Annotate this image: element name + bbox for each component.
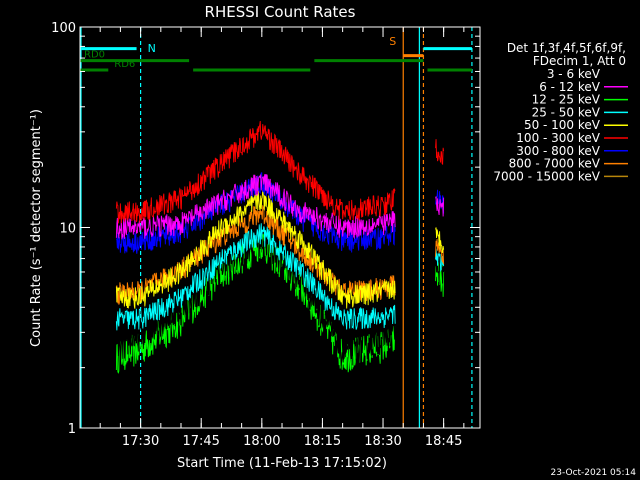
legend: Det 1f,3f,4f,5f,6f,9f, FDecim 1, Att 0 3… bbox=[493, 41, 628, 183]
legend-header-line2: FDecim 1, Att 0 bbox=[533, 54, 626, 68]
series-line bbox=[435, 238, 445, 265]
legend-entry-label: 800 - 7000 keV bbox=[509, 157, 601, 171]
series-line bbox=[115, 172, 396, 254]
x-tick-label: 18:15 bbox=[304, 434, 341, 449]
x-tick-label: 18:30 bbox=[364, 434, 401, 449]
x-tick-label: 17:45 bbox=[182, 434, 219, 449]
annotation-layer: N S RD0 RD6 bbox=[80, 27, 473, 428]
legend-entry-label: 50 - 100 keV bbox=[524, 118, 601, 132]
axes-layer: 1 10 100 17:30 17:45 18:00 18:15 18:30 18:45 bbox=[51, 21, 481, 449]
series-line bbox=[115, 233, 396, 374]
series-line bbox=[115, 120, 396, 224]
y-tick-label: 10 bbox=[59, 222, 76, 237]
series-line bbox=[435, 227, 445, 254]
legend-entry-label: 25 - 50 keV bbox=[532, 105, 601, 119]
series-line bbox=[115, 189, 396, 309]
chart-title: RHESSI Count Rates bbox=[205, 3, 356, 21]
x-axis-label: Start Time (11-Feb-13 17:15:02) bbox=[177, 456, 387, 471]
legend-entry-label: 3 - 6 keV bbox=[547, 67, 601, 81]
annotation-bar-label: RD6 bbox=[114, 59, 135, 70]
legend-entry-label: 7000 - 15000 keV bbox=[493, 169, 600, 183]
series-line bbox=[435, 189, 445, 214]
annotation-line-label: N bbox=[148, 42, 156, 55]
series-layer bbox=[115, 120, 445, 374]
x-tick-label: 18:45 bbox=[425, 434, 462, 449]
series-line bbox=[115, 223, 396, 331]
legend-entry-label: 100 - 300 keV bbox=[516, 131, 600, 145]
legend-entry-label: 6 - 12 keV bbox=[539, 80, 601, 94]
series-line bbox=[115, 174, 396, 240]
annotation-bar-label: RD0 bbox=[84, 50, 105, 61]
legend-header-line1: Det 1f,3f,4f,5f,6f,9f, bbox=[507, 41, 626, 55]
annotation-line-label: S bbox=[389, 35, 396, 48]
x-tick-label: 18:00 bbox=[243, 434, 280, 449]
y-tick-label: 100 bbox=[51, 21, 76, 36]
x-tick-label: 17:30 bbox=[122, 434, 159, 449]
series-line bbox=[435, 196, 445, 217]
series-line bbox=[435, 139, 445, 166]
y-tick-label: 1 bbox=[68, 422, 76, 437]
y-axis-label: Count Rate (s⁻¹ detector segment⁻¹) bbox=[29, 109, 44, 347]
legend-entry-label: 12 - 25 keV bbox=[532, 93, 601, 107]
footer-date: 23-Oct-2021 05:14 bbox=[551, 468, 637, 478]
legend-entry-label: 300 - 800 keV bbox=[516, 144, 600, 158]
